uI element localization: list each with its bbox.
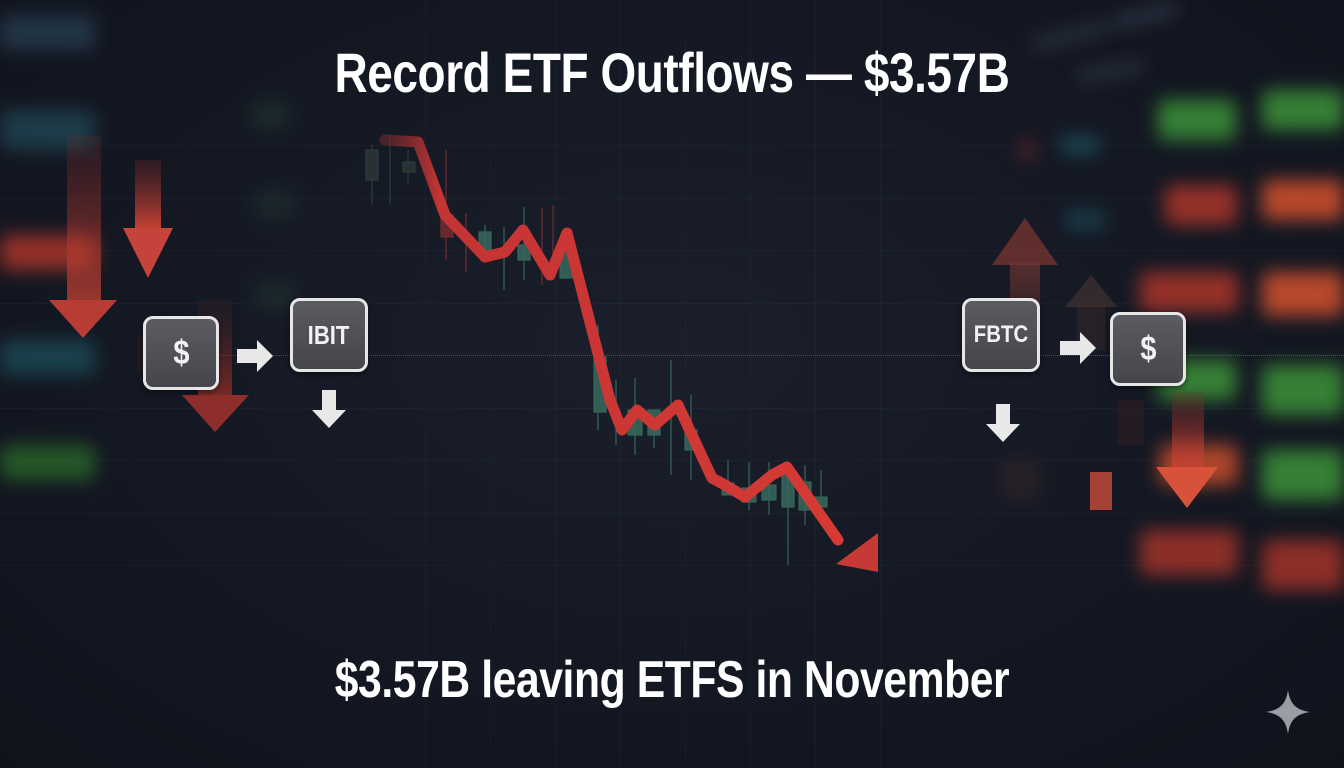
grid-line (0, 303, 1344, 304)
grid-line (750, 0, 751, 768)
outflow-trend-line (379, 134, 844, 546)
dollar-sign-icon: $ (1139, 329, 1157, 368)
grid-line (0, 198, 1344, 199)
ticker-value (1165, 185, 1237, 225)
arrow-shaft (1172, 392, 1204, 472)
ticker-block (1000, 460, 1040, 500)
ticker-value (1140, 530, 1238, 575)
down-arrow-icon (123, 228, 173, 278)
grid-line (0, 460, 1344, 461)
ticker-value (1140, 272, 1238, 312)
ticker-block (0, 340, 95, 375)
reference-line (200, 355, 1344, 356)
arrow-shaft (135, 160, 161, 230)
fbtc-label: FBTC (973, 321, 1029, 348)
ticker-change (1262, 180, 1344, 220)
grid-line (0, 145, 1344, 146)
ticker-block (255, 190, 295, 220)
ticker-block (0, 445, 95, 480)
down-arrow-icon (1156, 467, 1218, 508)
ticker-change (1262, 365, 1344, 415)
trend-arrowhead-icon (836, 533, 878, 572)
ticker-change (1262, 450, 1344, 500)
page-title: Record ETF Outflows — $3.57B (334, 41, 1010, 104)
sparkle-icon (1266, 690, 1310, 734)
grid-line (0, 250, 1344, 251)
ticker-block (1060, 135, 1100, 155)
ticker-value (1158, 100, 1236, 140)
grid-line (490, 0, 491, 768)
up-arrow-icon (1065, 275, 1117, 307)
grid-line (0, 513, 1344, 514)
down-arrow-icon (182, 395, 249, 432)
grid-line (685, 0, 686, 768)
arrow-shaft (1118, 400, 1144, 445)
dollar-source-box: $ (143, 316, 219, 390)
ticker-block (1065, 210, 1105, 230)
grid-line (880, 0, 881, 768)
ticker-block (1020, 140, 1034, 160)
arrow-shaft (1090, 472, 1112, 510)
ticker-block (0, 15, 95, 50)
grid-line (425, 0, 426, 768)
ticker-change (1262, 90, 1344, 130)
grid-line (620, 0, 621, 768)
dollar-sign-icon: $ (172, 333, 190, 372)
grid-line (0, 565, 1344, 566)
ibit-label: IBIT (308, 319, 350, 350)
right-arrow-icon (237, 340, 273, 372)
arrow-shaft (67, 135, 101, 305)
ibit-fund-box: IBIT (290, 298, 368, 372)
grid-line (555, 0, 556, 768)
ticker-block (250, 100, 290, 130)
down-arrow-icon (49, 300, 117, 338)
ticker-change (1262, 540, 1344, 590)
ticker-change (1262, 272, 1344, 316)
dollar-destination-box: $ (1110, 312, 1186, 386)
fbtc-fund-box: FBTC (962, 298, 1040, 372)
grid-line (815, 0, 816, 768)
subtitle: $3.57B leaving ETFS in November (334, 651, 1010, 709)
up-arrow-icon (992, 218, 1058, 265)
down-arrow-icon (986, 404, 1020, 442)
ticker-block (255, 280, 295, 310)
down-arrow-icon (312, 390, 346, 428)
right-arrow-icon (1060, 332, 1096, 364)
